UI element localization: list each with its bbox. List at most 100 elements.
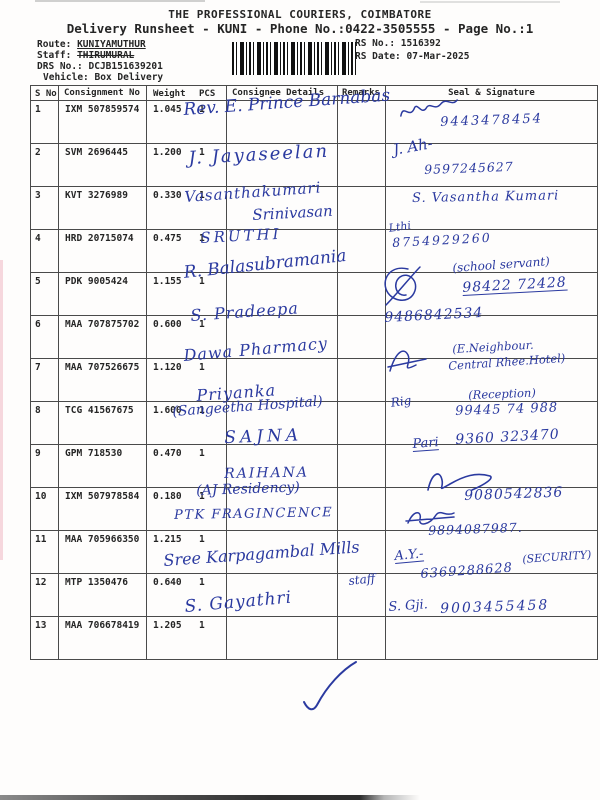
cell-consignee <box>227 273 338 316</box>
weight-value: 0.470 <box>153 448 182 459</box>
cell-sno: 2 <box>31 144 59 187</box>
cell-consignment: IXM 507859574 <box>59 101 147 144</box>
cell-weight-pcs: 0.470 1 <box>147 445 227 488</box>
cell-weight-pcs: 0.475 1 <box>147 230 227 273</box>
rs-date-label: RS Date: <box>355 51 401 62</box>
handwritten-phone: 9597245627 <box>423 158 514 177</box>
col-header-sno: S No <box>31 86 59 101</box>
handwritten-signature: Lthi <box>387 218 412 235</box>
handwritten-consignee-line2: (AJ Residency) <box>195 479 301 499</box>
cell-seal <box>386 273 598 316</box>
handwritten-phone: 9080542836 <box>463 484 564 504</box>
cell-consignment: MTP 1350476 <box>59 574 147 617</box>
handwritten-consignee: SAJNA <box>223 425 303 448</box>
cell-consignment: SVM 2696445 <box>59 144 147 187</box>
cell-consignment: GPM 718530 <box>59 445 147 488</box>
col-header-pcs: PCS <box>199 89 216 99</box>
handwritten-consignee-line2: staff <box>347 571 376 588</box>
cell-remarks <box>338 230 386 273</box>
cell-sno: 11 <box>31 531 59 574</box>
scan-artifact-top-right <box>420 1 560 3</box>
drs-line: DRS No.: DCJB151639201 <box>37 61 163 72</box>
rs-no-line: RS No.: 1516392 <box>355 38 441 49</box>
signature-scribble <box>427 473 492 491</box>
handwritten-signature: S. Vasantha Kumari <box>411 188 560 206</box>
cell-weight-pcs: 1.155 1 <box>147 273 227 316</box>
route-label: Route: <box>37 39 72 50</box>
handwritten-consignee: SRUTHI <box>199 224 282 247</box>
rs-date-line: RS Date: 07-Mar-2025 <box>355 51 469 62</box>
weight-value: 1.120 <box>153 362 182 373</box>
weight-value: 1.155 <box>153 276 182 287</box>
weight-value: 1.215 <box>153 534 182 545</box>
cell-remarks <box>338 187 386 230</box>
cell-weight-pcs: 1.200 1 <box>147 144 227 187</box>
weight-value: 1.200 <box>153 147 182 158</box>
pcs-value: 1 <box>199 491 205 502</box>
barcode-icon <box>232 42 356 75</box>
pcs-value: 1 <box>199 534 205 545</box>
cell-seal <box>386 187 598 230</box>
cell-sno: 8 <box>31 402 59 445</box>
handwritten-signature: Rig <box>389 393 413 410</box>
scan-artifact-top <box>35 0 205 2</box>
cell-consignment: MAA 707526675 <box>59 359 147 402</box>
cell-weight-pcs: 1.045 1 <box>147 101 227 144</box>
pcs-value: 1 <box>199 276 205 287</box>
cell-weight-pcs: 1.205 1 <box>147 617 227 660</box>
pcs-value: 1 <box>199 147 205 158</box>
cell-sno: 10 <box>31 488 59 531</box>
rs-date-value: 07-Mar-2025 <box>406 51 470 62</box>
cell-remarks <box>338 144 386 187</box>
cell-seal <box>386 574 598 617</box>
cell-sno: 9 <box>31 445 59 488</box>
col-header-weight-pcs: Weight PCS <box>147 86 227 101</box>
signature-scribble <box>405 511 455 525</box>
cell-consignee <box>227 445 338 488</box>
weight-value: 1.045 <box>153 104 182 115</box>
col-header-weight: Weight <box>153 89 186 99</box>
cell-consignment: IXM 507978584 <box>59 488 147 531</box>
cell-consignee <box>227 531 338 574</box>
weight-value: 1.205 <box>153 620 182 631</box>
runsheet-table: S No Consignment No Weight PCS Consignee… <box>30 85 598 660</box>
cell-seal <box>386 617 598 660</box>
rs-no-label: RS No.: <box>355 38 396 49</box>
cell-seal <box>386 445 598 488</box>
cell-sno: 5 <box>31 273 59 316</box>
pcs-value: 1 <box>199 448 205 459</box>
vehicle-label: Vehicle: <box>43 72 89 83</box>
col-header-remarks: Remarks <box>338 86 386 101</box>
handwritten-phone: 99445 74 988 <box>454 400 559 419</box>
cell-consignee <box>227 488 338 531</box>
handwritten-phone: 9003455458 <box>439 597 550 617</box>
pcs-value: 1 <box>199 104 205 115</box>
cell-seal <box>386 531 598 574</box>
weight-value: 0.640 <box>153 577 182 588</box>
cell-sno: 13 <box>31 617 59 660</box>
cell-consignment: MAA 706678419 <box>59 617 147 660</box>
cell-seal <box>386 316 598 359</box>
handwritten-signature: A.Y.- <box>393 546 425 564</box>
signature-scribble <box>384 266 421 306</box>
cell-consignee <box>227 187 338 230</box>
route-value: KUNIYAMUTHUR <box>77 39 146 50</box>
cell-weight-pcs: 0.600 1 <box>147 316 227 359</box>
col-header-consignee: Consignee Details <box>227 86 338 101</box>
cell-weight-pcs: 0.180 1 <box>147 488 227 531</box>
cell-sno: 6 <box>31 316 59 359</box>
cell-weight-pcs: 1.215 1 <box>147 531 227 574</box>
page-title: Delivery Runsheet - KUNI - Phone No.:042… <box>66 21 534 36</box>
cell-consignee <box>227 101 338 144</box>
handwritten-phone: 9443478454 <box>439 111 544 130</box>
weight-value: 0.475 <box>153 233 182 244</box>
cell-remarks <box>338 488 386 531</box>
tick-mark-icon <box>303 661 357 711</box>
cell-consignee <box>227 617 338 660</box>
cell-seal <box>386 230 598 273</box>
company-title: THE PROFESSIONAL COURIERS, COIMBATORE <box>168 8 432 21</box>
weight-value: 1.600 <box>153 405 182 416</box>
cell-consignee <box>227 144 338 187</box>
handwritten-consignee-line2: Srinivasan <box>251 201 334 224</box>
